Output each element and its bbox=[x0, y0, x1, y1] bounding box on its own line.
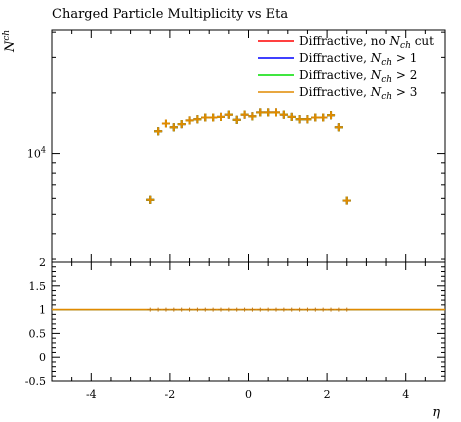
data-point bbox=[311, 113, 320, 122]
legend-label: Diffractive, no Nch cut bbox=[299, 34, 434, 51]
data-point bbox=[224, 110, 233, 119]
data-point bbox=[201, 113, 210, 122]
data-point bbox=[146, 195, 155, 204]
ratio-series-group bbox=[52, 307, 445, 312]
data-point bbox=[169, 123, 178, 132]
data-point bbox=[264, 108, 273, 117]
chart-title: Charged Particle Multiplicity vs Eta bbox=[52, 7, 288, 22]
data-point bbox=[161, 119, 170, 128]
y-axis-label-text: Nch bbox=[2, 30, 18, 53]
data-point bbox=[334, 123, 343, 132]
data-point bbox=[342, 196, 351, 205]
ratio-y-tick-label: 1 bbox=[39, 304, 46, 317]
ratio-axis-ticks: -0.5 0 0.5 1 1.5 2 -4 -2 0 2 4 bbox=[25, 256, 446, 401]
data-point bbox=[272, 108, 281, 117]
data-point bbox=[319, 113, 328, 122]
data-point bbox=[303, 115, 312, 124]
x-tick-label: 4 bbox=[402, 388, 409, 401]
ratio-y-tick-label: 0.5 bbox=[29, 327, 47, 340]
data-point bbox=[295, 115, 304, 124]
x-tick-label: 2 bbox=[324, 388, 331, 401]
data-point bbox=[287, 112, 296, 121]
data-point bbox=[240, 110, 249, 119]
x-tick-label: -2 bbox=[165, 388, 176, 401]
legend-label: Diffractive, Nch > 2 bbox=[299, 68, 417, 85]
data-point bbox=[185, 116, 194, 125]
ratio-y-tick-label: -0.5 bbox=[25, 375, 46, 388]
data-point bbox=[154, 127, 163, 136]
legend-label: Diffractive, Nch > 1 bbox=[299, 51, 417, 68]
data-point bbox=[327, 111, 336, 120]
x-axis-label: η bbox=[432, 405, 440, 420]
x-tick-label: -4 bbox=[86, 388, 97, 401]
x-tick-label: 0 bbox=[245, 388, 252, 401]
ratio-plot-frame bbox=[51, 261, 446, 382]
y-tick-label-main: 104 bbox=[27, 146, 46, 161]
data-point bbox=[279, 110, 288, 119]
data-point bbox=[232, 115, 241, 124]
data-point bbox=[177, 120, 186, 129]
ratio-y-tick-label: 2 bbox=[39, 256, 46, 269]
data-point bbox=[193, 115, 202, 124]
legend-label: Diffractive, Nch > 3 bbox=[299, 85, 417, 102]
data-point bbox=[256, 108, 265, 117]
data-point bbox=[209, 113, 218, 122]
data-point bbox=[248, 112, 257, 121]
ratio-y-tick-label: 0 bbox=[39, 351, 46, 364]
main-axis-ticks: 104 bbox=[27, 30, 446, 262]
y-axis-label: Nch bbox=[2, 30, 18, 53]
data-points-group bbox=[146, 108, 351, 205]
ratio-y-tick-label: 1.5 bbox=[29, 280, 47, 293]
data-point bbox=[216, 112, 225, 121]
y-tick-label-exponent: 4 bbox=[41, 146, 46, 155]
